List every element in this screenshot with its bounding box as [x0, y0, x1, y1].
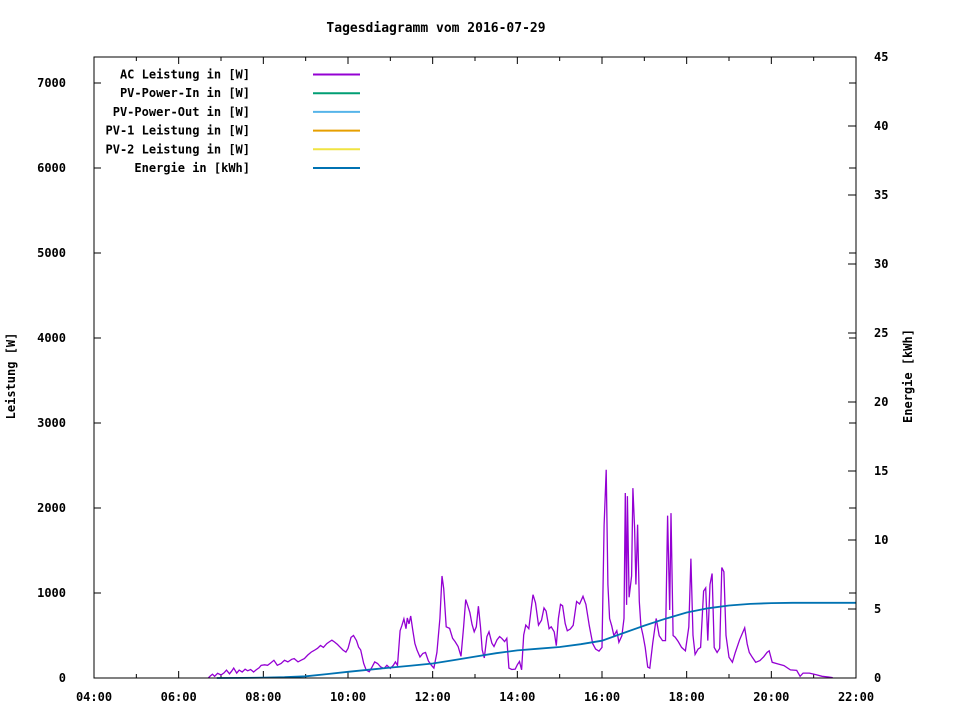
data-series [207, 469, 856, 679]
y-left-tick-label: 0 [59, 671, 66, 685]
legend-label: PV-Power-In in [W] [120, 86, 250, 100]
y-left-tick-label: 5000 [37, 246, 66, 260]
legend-label: AC Leistung in [W] [120, 68, 250, 82]
axis-tick-labels: 04:00 06:00 08:00 10:00 12:00 14:00 16:00 18:00… [37, 50, 888, 704]
legend-entry: PV-2 Leistung in [W] [106, 142, 360, 156]
energy-line [216, 601, 856, 679]
x-tick-label: 08:00 [245, 690, 281, 704]
chart-title: Tagesdiagramm vom 2016-07-29 [326, 21, 545, 36]
legend-label: PV-2 Leistung in [W] [106, 142, 251, 156]
y-right-tick-label: 30 [874, 257, 888, 271]
y-right-tick-label: 40 [874, 119, 888, 133]
left-axis-label: Leistung [W] [4, 333, 18, 420]
y-left-tick-label: 7000 [37, 76, 66, 90]
y-left-tick-label: 3000 [37, 416, 66, 430]
ac-power-line [207, 469, 833, 679]
y-right-tick-label: 35 [874, 188, 888, 202]
y-right-tick-label: 15 [874, 464, 888, 478]
legend-entry: AC Leistung in [W] [120, 68, 360, 82]
legend-entry: PV-Power-In in [W] [120, 86, 360, 100]
y-right-tick-label: 45 [874, 50, 888, 64]
y-right-tick-label: 25 [874, 326, 888, 340]
legend-label: PV-1 Leistung in [W] [106, 124, 251, 138]
y-left-tick-label: 6000 [37, 161, 66, 175]
plot-border [93, 56, 857, 679]
right-axis-label: Energie [kWh] [901, 329, 915, 423]
x-tick-label: 10:00 [330, 690, 366, 704]
y-right-tick-label: 20 [874, 395, 888, 409]
x-tick-label: 18:00 [669, 690, 705, 704]
legend-label: PV-Power-Out in [W] [113, 105, 250, 119]
y-right-tick-label: 10 [874, 533, 888, 547]
x-tick-label: 22:00 [838, 690, 874, 704]
legend-label: Energie in [kWh] [134, 161, 250, 175]
legend: AC Leistung in [W] PV-Power-In in [W] PV-P… [106, 68, 360, 175]
legend-entry: PV-1 Leistung in [W] [106, 124, 360, 138]
x-tick-label: 20:00 [753, 690, 789, 704]
x-tick-label: 14:00 [499, 690, 535, 704]
legend-entry: Energie in [kWh] [134, 161, 360, 175]
y-left-tick-label: 1000 [37, 586, 66, 600]
x-tick-label: 16:00 [584, 690, 620, 704]
x-tick-label: 04:00 [76, 690, 112, 704]
legend-entry: PV-Power-Out in [W] [113, 105, 360, 119]
y-left-tick-label: 4000 [37, 331, 66, 345]
y-right-tick-label: 5 [874, 602, 881, 616]
y-right-tick-label: 0 [874, 671, 881, 685]
y-left-tick-label: 2000 [37, 501, 66, 515]
x-tick-label: 06:00 [161, 690, 197, 704]
x-tick-label: 12:00 [415, 690, 451, 704]
